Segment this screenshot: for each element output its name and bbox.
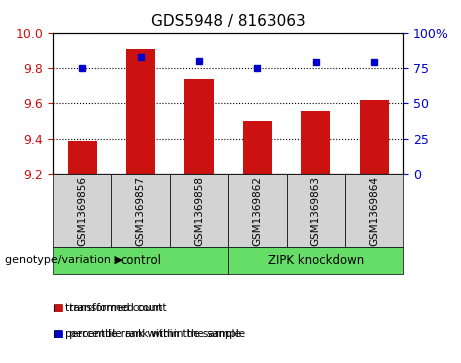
Text: percentile rank within the sample: percentile rank within the sample	[65, 329, 241, 339]
Text: ■: ■	[53, 303, 63, 313]
Text: GSM1369863: GSM1369863	[311, 176, 321, 245]
Text: GSM1369864: GSM1369864	[369, 176, 379, 245]
Bar	[184, 79, 213, 174]
Text: GSM1369857: GSM1369857	[136, 176, 146, 245]
Bar	[126, 49, 155, 174]
Bar	[301, 110, 331, 174]
Text: genotype/variation ▶: genotype/variation ▶	[5, 256, 123, 265]
Bar	[360, 100, 389, 174]
Bar	[68, 140, 97, 174]
Title: GDS5948 / 8163063: GDS5948 / 8163063	[151, 14, 306, 29]
Text: ■: ■	[53, 329, 63, 339]
Text: GSM1369862: GSM1369862	[252, 176, 262, 245]
Text: control: control	[120, 254, 161, 267]
Text: ■  percentile rank within the sample: ■ percentile rank within the sample	[53, 329, 245, 339]
Text: ■  transformed count: ■ transformed count	[53, 303, 166, 313]
Text: GSM1369858: GSM1369858	[194, 176, 204, 245]
Bar	[243, 121, 272, 174]
Text: transformed count: transformed count	[65, 303, 162, 313]
Text: ZIPK knockdown: ZIPK knockdown	[268, 254, 364, 267]
Text: GSM1369856: GSM1369856	[77, 176, 87, 245]
